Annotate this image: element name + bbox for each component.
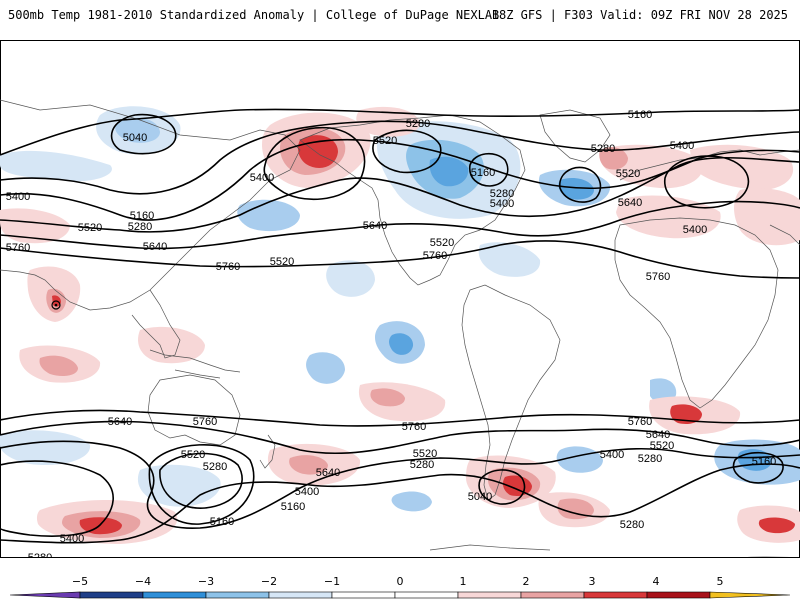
colorbar-tick-minus5: −5 [72, 575, 88, 588]
run-info: 18Z GFS | F303 Valid: 09Z FRI NOV 28 202… [492, 8, 788, 22]
label-5640-north-america: 5640 [363, 220, 387, 232]
label-5640-pacific: 5640 [143, 241, 167, 253]
colorbar-bin-1-2 [458, 592, 521, 598]
label-5520-central-pacific: 5520 [270, 256, 294, 268]
colorbar-bin-2-3 [521, 592, 584, 598]
label-5160-arctic: 5160 [628, 109, 652, 121]
colorbar-bin-minus5-minus4 [80, 592, 143, 598]
label-5760-south-atlantic: 5760 [628, 416, 652, 428]
label-5040-north-pacific: 5040 [123, 132, 147, 144]
label-5280-south-atlantic-2: 5280 [638, 453, 662, 465]
label-5520-south-atlantic: 5520 [650, 440, 674, 452]
colorbar-tick-0: 0 [397, 575, 404, 588]
label-5400-bering: 5400 [250, 172, 274, 184]
map-title: 500mb Temp 1981-2010 Standardized Anomal… [8, 8, 499, 22]
colorbar-tick-2: 2 [523, 575, 530, 588]
colorbar-tick-1: 1 [460, 575, 467, 588]
label-5520-pacific: 5520 [78, 222, 102, 234]
low-center-dot [55, 304, 58, 307]
colorbar-left-arrow [10, 592, 80, 598]
label-5400-west: 5400 [6, 191, 30, 203]
label-5760-west: 5760 [6, 242, 30, 254]
label-5160-south-central-pacific: 5160 [281, 501, 305, 513]
colorbar-right-arrow [710, 592, 790, 598]
colorbar-bin-minus4-minus3 [143, 592, 206, 598]
colorbar-bin-minus1-0 [332, 592, 395, 598]
colorbar-bin-0-1 [395, 592, 458, 598]
label-5040-south-america: 5040 [468, 491, 492, 503]
label-5280-arctic: 5280 [406, 118, 430, 130]
colorbar: −5 −4 −3 −2 −1 0 1 2 3 4 5 [0, 566, 800, 600]
label-5280-south-pacific-low: 5280 [203, 461, 227, 473]
label-5520-north-atlantic: 5520 [616, 168, 640, 180]
label-5400-north-america: 5400 [490, 198, 514, 210]
colorbar-svg: −5 −4 −3 −2 −1 0 1 2 3 4 5 [0, 566, 800, 600]
label-5280-southwest-pacific: 5280 [28, 552, 52, 558]
map-panel: 5040 5160 5280 5520 5400 5400 5160 5280 … [0, 40, 800, 558]
label-5520-south-pacific: 5520 [181, 449, 205, 461]
label-5520-alaska: 5520 [373, 135, 397, 147]
label-5760-south-central: 5760 [402, 421, 426, 433]
colorbar-tick-minus3: −3 [198, 575, 214, 588]
colorbar-bin-minus3-minus2 [206, 592, 269, 598]
label-5640-south-indian: 5640 [108, 416, 132, 428]
label-5640-south-central-pacific: 5640 [316, 467, 340, 479]
label-5280-pacific: 5280 [128, 221, 152, 233]
label-5400-southwest-pacific: 5400 [60, 533, 84, 545]
label-5640-europe: 5640 [618, 197, 642, 209]
label-5160-south-pacific: 5160 [210, 516, 234, 528]
colorbar-bin-4-5 [647, 592, 710, 598]
label-5160-north-america: 5160 [471, 167, 495, 179]
colorbar-tick-3: 3 [589, 575, 596, 588]
label-5520-us: 5520 [430, 237, 454, 249]
colorbar-tick-4: 4 [653, 575, 660, 588]
label-5400-south-atlantic: 5400 [600, 449, 624, 461]
label-5280-south-america: 5280 [410, 459, 434, 471]
label-5400-northeast: 5400 [670, 140, 694, 152]
colorbar-tick-minus1: −1 [324, 575, 340, 588]
colorbar-bin-3-4 [584, 592, 647, 598]
label-5280-south-atlantic: 5280 [620, 519, 644, 531]
label-5760-africa: 5760 [646, 271, 670, 283]
label-5400-europe-low: 5400 [683, 224, 707, 236]
colorbar-tick-minus2: −2 [261, 575, 277, 588]
label-5280-north-atlantic: 5280 [591, 143, 615, 155]
colorbar-tick-minus4: −4 [135, 575, 151, 588]
colorbar-bin-minus2-minus1 [269, 592, 332, 598]
label-5760-central-pacific: 5760 [216, 261, 240, 273]
label-5160-south-indian: 5160 [752, 456, 776, 468]
map-svg: 5040 5160 5280 5520 5400 5400 5160 5280 … [0, 40, 800, 558]
colorbar-tick-5: 5 [717, 575, 724, 588]
label-5760-south-pacific: 5760 [193, 416, 217, 428]
label-5760-us: 5760 [423, 250, 447, 262]
label-5400-south-central-pacific: 5400 [295, 486, 319, 498]
header: 500mb Temp 1981-2010 Standardized Anomal… [0, 0, 800, 34]
